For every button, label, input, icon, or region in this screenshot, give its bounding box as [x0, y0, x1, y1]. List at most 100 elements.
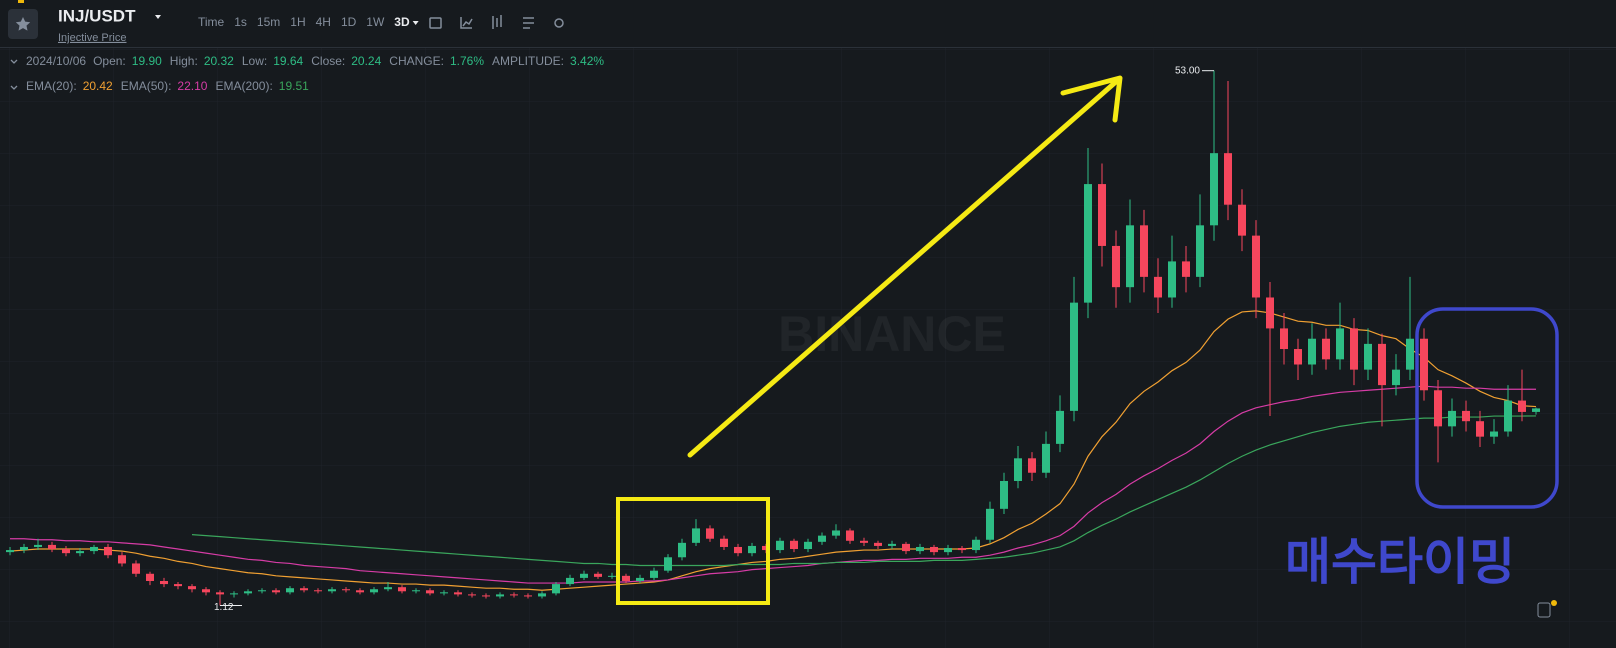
candle-body — [426, 590, 434, 594]
candle-body — [1238, 204, 1246, 236]
candle-body — [1336, 328, 1344, 360]
candle-body — [790, 540, 798, 550]
interval-button[interactable]: Time — [198, 15, 225, 29]
candle-body — [846, 530, 854, 541]
candle-body — [118, 555, 126, 564]
info-value: 20.32 — [204, 54, 234, 68]
candle-body — [902, 543, 910, 552]
legend-label: EMA(50): — [121, 79, 172, 93]
candle-body — [160, 580, 168, 585]
candle-body — [832, 530, 840, 536]
candle-body — [1140, 225, 1148, 277]
symbol-dropdown[interactable] — [155, 15, 161, 19]
candle-body — [1308, 338, 1316, 365]
candle-body — [1196, 225, 1204, 277]
candle-body — [916, 546, 924, 552]
candle-body — [174, 584, 182, 587]
candle-body — [818, 535, 826, 542]
candle-body — [1364, 343, 1372, 370]
candle-body — [188, 586, 196, 590]
info-value: 19.64 — [273, 54, 303, 68]
legend-value: 20.42 — [83, 79, 113, 93]
candle-body — [1098, 184, 1106, 246]
candle-body — [1084, 184, 1092, 303]
candle-body — [300, 588, 308, 591]
candle-body — [986, 508, 994, 540]
notes-icon[interactable] — [1537, 602, 1551, 618]
candle-body — [1224, 153, 1232, 205]
candle-body — [1168, 261, 1176, 298]
candle-body — [804, 541, 812, 550]
candle-body — [468, 594, 476, 596]
candle-body — [384, 587, 392, 590]
candle-body — [776, 540, 784, 551]
candle-body — [132, 563, 140, 574]
legend-value: 22.10 — [177, 79, 207, 93]
candle-body — [76, 551, 84, 554]
candle-body — [524, 595, 532, 597]
candle-body — [622, 575, 630, 581]
candle-body — [104, 546, 112, 556]
settings-icon[interactable] — [554, 18, 564, 28]
interval-button[interactable]: 1W — [366, 15, 385, 29]
info-value: 1.76% — [450, 54, 484, 68]
candle-body — [1518, 400, 1526, 412]
candle-body — [1280, 328, 1288, 350]
candle-body — [552, 584, 560, 594]
symbol-subtitle[interactable]: Injective Price — [58, 32, 126, 44]
candle-body — [1182, 261, 1190, 277]
interval-button[interactable]: 1H — [290, 15, 305, 29]
candle-body — [1154, 276, 1162, 298]
interval-button[interactable]: 15m — [257, 15, 280, 29]
candle-body — [496, 594, 504, 597]
candle-body — [440, 592, 448, 594]
min-label: 1.12 — [214, 602, 234, 613]
buy-zone-box — [1415, 307, 1559, 509]
candle-body — [1350, 328, 1358, 370]
candle-body — [1014, 458, 1022, 481]
max-label: 53.00 — [1175, 65, 1200, 76]
info-value: 20.24 — [351, 54, 381, 68]
candle-icon[interactable] — [492, 15, 502, 29]
interval-button[interactable]: 1s — [234, 15, 247, 29]
candle-body — [1406, 338, 1414, 370]
interval-button[interactable]: 1D — [341, 15, 357, 29]
legend-label: EMA(200): — [215, 79, 272, 93]
interval-dropdown[interactable] — [412, 21, 419, 25]
candle-body — [370, 589, 378, 593]
collapse-arrows[interactable] — [10, 59, 18, 90]
candle-body — [216, 592, 224, 595]
candle-body — [62, 549, 70, 554]
candle-body — [720, 538, 728, 547]
candle-body — [888, 543, 896, 546]
layout-icon[interactable] — [523, 17, 534, 29]
candle-body — [1476, 421, 1484, 437]
candle-body — [314, 590, 322, 592]
candle-body — [34, 544, 42, 547]
candle-body — [1378, 343, 1386, 386]
candle-body — [860, 540, 868, 543]
ema-line — [191, 415, 1537, 567]
candle-body — [1462, 410, 1470, 422]
candle-body — [1266, 297, 1274, 329]
interval-button[interactable]: 4H — [316, 15, 331, 29]
candle-body — [244, 591, 252, 594]
calendar-icon[interactable] — [429, 17, 442, 29]
info-label: Close: — [311, 54, 345, 68]
legend-label: EMA(20): — [26, 79, 77, 93]
interval-button[interactable]: 3D — [394, 15, 410, 29]
candle-body — [202, 589, 210, 593]
candle-body — [1112, 245, 1120, 288]
candle-body — [1532, 408, 1540, 412]
notes-badge — [1551, 600, 1557, 606]
candle-body — [1042, 443, 1050, 473]
candle-body — [6, 550, 14, 553]
candle-body — [874, 542, 882, 546]
candle-body — [594, 573, 602, 577]
indicator-icon[interactable] — [460, 17, 473, 29]
highlight-box — [616, 497, 770, 605]
candle-body — [636, 577, 644, 581]
candle-body — [146, 573, 154, 581]
